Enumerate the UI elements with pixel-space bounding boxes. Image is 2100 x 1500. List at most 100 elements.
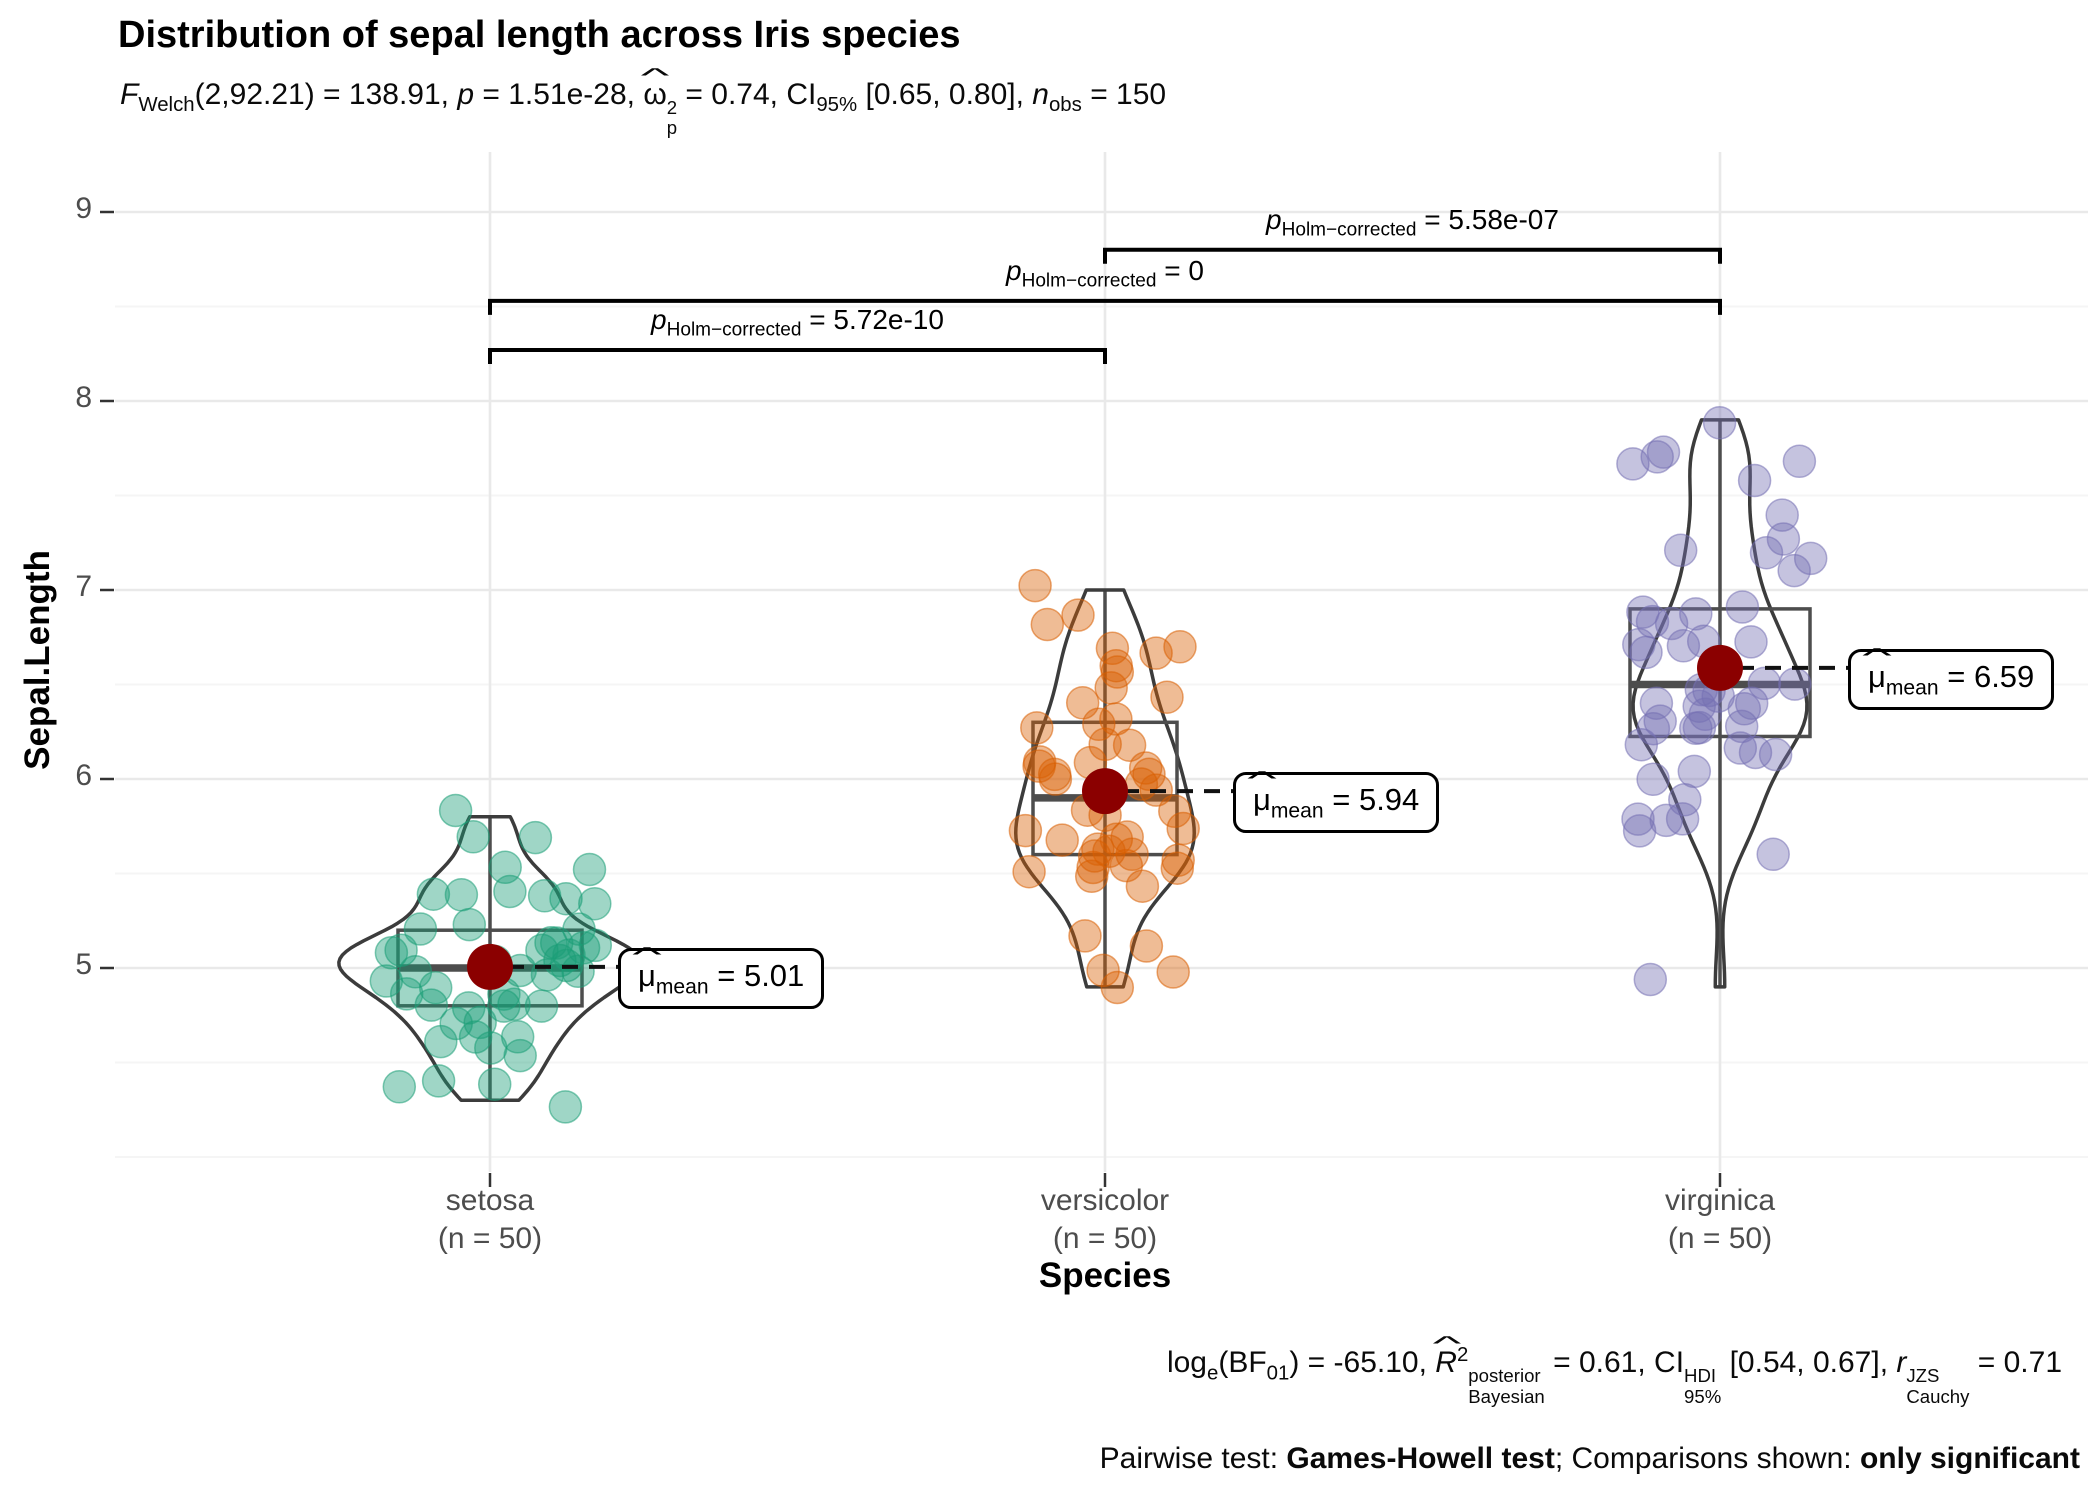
x-tick-label-setosa: setosa (n = 50) bbox=[437, 1184, 543, 1256]
data-point bbox=[1725, 590, 1760, 624]
data-point bbox=[1782, 444, 1817, 479]
violin-outline-setosa bbox=[337, 815, 643, 1103]
data-point bbox=[1022, 749, 1056, 783]
data-point bbox=[518, 820, 553, 855]
data-point bbox=[1702, 406, 1737, 440]
data-point bbox=[500, 1020, 535, 1054]
data-point bbox=[458, 1020, 493, 1054]
comparison-label-0: pHolm−corrected = 5.58e-07 bbox=[1266, 203, 1559, 241]
data-point bbox=[452, 907, 487, 942]
data-point bbox=[444, 878, 479, 912]
y-tick-label: 9 bbox=[75, 192, 92, 225]
data-point bbox=[1749, 535, 1784, 570]
data-point bbox=[1636, 711, 1671, 746]
data-point bbox=[421, 1064, 456, 1098]
y-tick-label: 7 bbox=[75, 570, 92, 603]
mean-label-virginica: μ ^ mean = 6.59 bbox=[1848, 645, 2055, 711]
y-tick-label: 5 bbox=[75, 948, 92, 981]
data-point bbox=[438, 793, 473, 828]
data-point bbox=[1129, 929, 1164, 963]
data-point bbox=[497, 987, 531, 1022]
mean-dot-versicolor bbox=[1082, 768, 1128, 815]
data-point bbox=[548, 1090, 583, 1124]
data-point bbox=[1012, 854, 1046, 889]
data-point bbox=[1626, 595, 1660, 629]
data-point bbox=[503, 1038, 537, 1073]
data-point bbox=[1045, 823, 1079, 857]
comparison-bracket-1 bbox=[488, 298, 1722, 315]
data-point bbox=[561, 954, 595, 989]
data-point bbox=[1030, 607, 1065, 642]
x-tick-label-versicolor: versicolor (n = 50) bbox=[1040, 1184, 1170, 1256]
boxplot-versicolor bbox=[1031, 720, 1179, 857]
data-point bbox=[527, 879, 562, 913]
data-point bbox=[1100, 970, 1135, 1005]
data-point bbox=[1112, 728, 1147, 762]
data-point bbox=[1160, 851, 1195, 885]
data-point bbox=[1737, 463, 1772, 498]
data-point bbox=[1629, 635, 1663, 670]
boxplot-virginica bbox=[1628, 607, 1812, 739]
mean-dot-setosa bbox=[467, 943, 513, 990]
data-point bbox=[1616, 447, 1650, 481]
data-point bbox=[416, 877, 451, 911]
data-point bbox=[1777, 553, 1811, 588]
y-tick-label: 8 bbox=[75, 381, 92, 414]
data-point bbox=[1110, 820, 1144, 854]
data-point bbox=[1156, 955, 1190, 989]
x-axis-title: Species bbox=[1038, 1256, 1172, 1295]
data-point bbox=[1654, 606, 1689, 641]
violin-outline-virginica bbox=[1631, 418, 1809, 989]
data-point bbox=[1061, 598, 1095, 632]
data-point bbox=[1622, 814, 1657, 848]
data-point bbox=[1723, 731, 1758, 765]
data-point bbox=[1161, 843, 1195, 877]
data-point bbox=[539, 926, 574, 960]
data-point bbox=[477, 1067, 512, 1101]
data-point bbox=[1766, 522, 1801, 556]
data-point bbox=[1677, 754, 1712, 789]
data-point bbox=[1124, 767, 1159, 801]
data-point bbox=[1074, 859, 1109, 894]
data-point bbox=[384, 933, 418, 967]
data-point bbox=[1086, 953, 1120, 988]
mean-label-versicolor: μ ^ mean = 5.94 bbox=[1233, 768, 1440, 834]
comparison-label-2: pHolm−corrected = 5.72e-10 bbox=[651, 303, 944, 341]
data-point bbox=[1633, 962, 1668, 997]
data-point bbox=[1636, 762, 1670, 797]
data-point bbox=[1082, 707, 1116, 742]
data-point bbox=[1734, 625, 1768, 659]
data-point bbox=[403, 912, 438, 946]
chart-title: Distribution of sepal length across Iris… bbox=[118, 14, 961, 56]
data-point bbox=[1668, 782, 1702, 817]
data-point bbox=[1020, 711, 1054, 745]
data-point bbox=[1793, 541, 1828, 576]
stats-subtitle: FWelch(2,92.21) = 138.91, p = 1.51e-28, … bbox=[120, 63, 1167, 139]
data-point bbox=[1639, 686, 1674, 720]
y-axis-title: Sepal.Length bbox=[18, 550, 57, 770]
data-point bbox=[1621, 802, 1655, 836]
data-point bbox=[418, 970, 453, 1005]
pairwise-note: Pairwise test: Games-Howell test; Compar… bbox=[1099, 1442, 2080, 1475]
data-point bbox=[1747, 666, 1782, 701]
data-point bbox=[1756, 837, 1790, 872]
data-point bbox=[439, 1006, 473, 1041]
mean-label-setosa: μ ^ mean = 5.01 bbox=[618, 944, 825, 1010]
data-point bbox=[1663, 533, 1698, 568]
data-point bbox=[456, 820, 490, 854]
data-point bbox=[1068, 919, 1102, 953]
data-point bbox=[389, 977, 424, 1011]
data-point bbox=[578, 886, 612, 921]
data-point bbox=[1734, 686, 1769, 720]
comparison-bracket-2 bbox=[488, 347, 1107, 364]
data-point bbox=[1018, 568, 1052, 603]
data-point bbox=[1037, 757, 1072, 792]
x-tick-label-virginica: virginica (n = 50) bbox=[1664, 1184, 1776, 1256]
data-point bbox=[1646, 435, 1681, 469]
comparison-bracket-0 bbox=[1103, 247, 1722, 264]
data-point bbox=[1008, 813, 1043, 848]
mean-dot-virginica bbox=[1697, 644, 1743, 691]
data-point bbox=[1679, 711, 1713, 746]
